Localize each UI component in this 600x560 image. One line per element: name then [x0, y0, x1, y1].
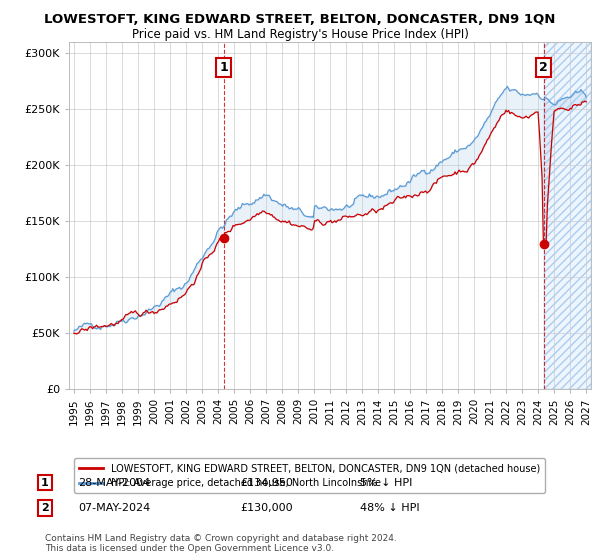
Text: £130,000: £130,000 — [240, 503, 293, 513]
Text: Contains HM Land Registry data © Crown copyright and database right 2024.
This d: Contains HM Land Registry data © Crown c… — [45, 534, 397, 553]
Text: Price paid vs. HM Land Registry's House Price Index (HPI): Price paid vs. HM Land Registry's House … — [131, 28, 469, 41]
Text: 1: 1 — [220, 61, 228, 74]
Text: 07-MAY-2024: 07-MAY-2024 — [78, 503, 150, 513]
Text: 2: 2 — [539, 61, 548, 74]
Legend: LOWESTOFT, KING EDWARD STREET, BELTON, DONCASTER, DN9 1QN (detached house), HPI:: LOWESTOFT, KING EDWARD STREET, BELTON, D… — [74, 458, 545, 493]
Text: 5% ↓ HPI: 5% ↓ HPI — [360, 478, 412, 488]
Polygon shape — [544, 42, 591, 389]
Text: 2: 2 — [41, 503, 49, 513]
Text: 28-MAY-2004: 28-MAY-2004 — [78, 478, 150, 488]
Text: 48% ↓ HPI: 48% ↓ HPI — [360, 503, 419, 513]
Text: 1: 1 — [41, 478, 49, 488]
Text: £134,950: £134,950 — [240, 478, 293, 488]
Text: LOWESTOFT, KING EDWARD STREET, BELTON, DONCASTER, DN9 1QN: LOWESTOFT, KING EDWARD STREET, BELTON, D… — [44, 13, 556, 26]
